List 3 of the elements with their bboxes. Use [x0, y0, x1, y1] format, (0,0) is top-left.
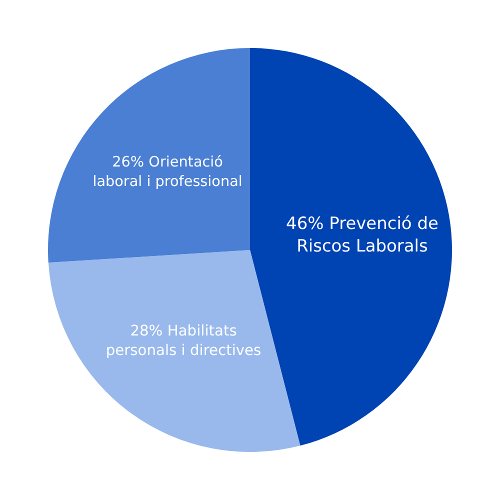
slice-label: 46% Prevenció de Riscos Laborals	[286, 214, 438, 257]
slice-label: 28% Habilitats personals i directives	[106, 322, 262, 360]
slice-label: 26% Orientació laboral i professional	[92, 154, 242, 190]
